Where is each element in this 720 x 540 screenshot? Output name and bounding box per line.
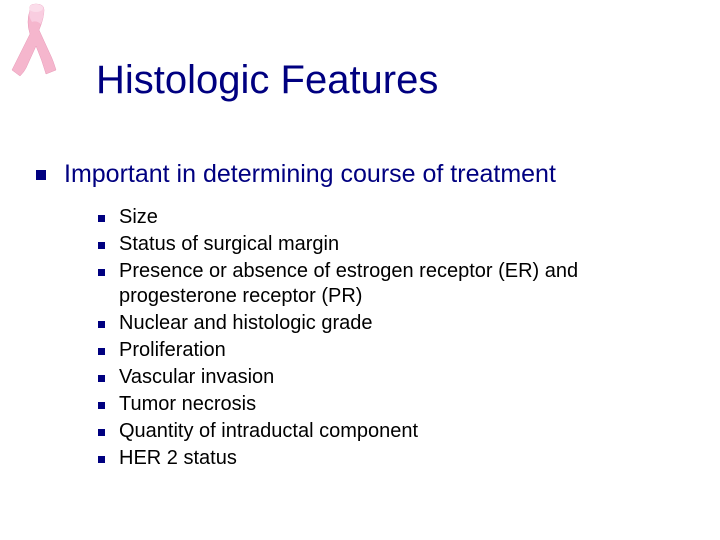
square-bullet-icon (98, 269, 105, 276)
level2-text: Presence or absence of estrogen receptor… (119, 259, 700, 309)
level1-item: Important in determining course of treat… (36, 158, 700, 191)
level2-text: Tumor necrosis (119, 392, 256, 417)
list-item: Nuclear and histologic grade (98, 311, 700, 336)
list-item: Tumor necrosis (98, 392, 700, 417)
square-bullet-icon (98, 429, 105, 436)
ribbon-icon (8, 2, 68, 82)
square-bullet-icon (98, 375, 105, 382)
level2-text: HER 2 status (119, 446, 237, 471)
square-bullet-icon (98, 348, 105, 355)
list-item: Vascular invasion (98, 365, 700, 390)
level2-text: Size (119, 205, 158, 230)
square-bullet-icon (98, 456, 105, 463)
slide-title: Histologic Features (96, 58, 438, 103)
level2-text: Vascular invasion (119, 365, 274, 390)
level2-text: Nuclear and histologic grade (119, 311, 373, 336)
list-item: Quantity of intraductal component (98, 419, 700, 444)
list-item: Status of surgical margin (98, 232, 700, 257)
level1-text: Important in determining course of treat… (64, 158, 556, 191)
square-bullet-icon (36, 170, 46, 180)
list-item: Size (98, 205, 700, 230)
square-bullet-icon (98, 242, 105, 249)
level2-text: Quantity of intraductal component (119, 419, 418, 444)
square-bullet-icon (98, 321, 105, 328)
square-bullet-icon (98, 215, 105, 222)
sublist: Size Status of surgical margin Presence … (98, 205, 700, 471)
level2-text: Status of surgical margin (119, 232, 339, 257)
list-item: Proliferation (98, 338, 700, 363)
list-item: HER 2 status (98, 446, 700, 471)
content-area: Important in determining course of treat… (36, 158, 700, 473)
level2-text: Proliferation (119, 338, 226, 363)
list-item: Presence or absence of estrogen receptor… (98, 259, 700, 309)
square-bullet-icon (98, 402, 105, 409)
